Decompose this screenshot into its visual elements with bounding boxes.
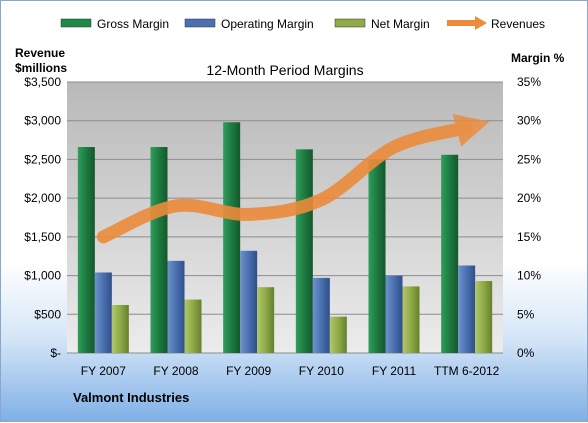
legend-label: Net Margin (371, 17, 430, 31)
bar-net-margin (329, 316, 347, 353)
bar-net-margin (402, 286, 420, 353)
right-tick-label: 25% (517, 152, 541, 166)
legend-label: Operating Margin (221, 17, 314, 31)
legend: Gross Margin Operating Margin Net Margin Re… (60, 16, 545, 31)
left-tick-label: $500 (34, 307, 61, 321)
bar-operating-margin (458, 265, 476, 353)
bar-gross-margin (77, 147, 95, 353)
left-tick-label: $- (50, 346, 61, 360)
bar-net-margin (475, 280, 493, 353)
left-axis-ticks: $- $500 $1,000 $1,500 $2,000 $2,500 $3,000 $3,5… (24, 75, 61, 360)
gridlines (67, 81, 503, 354)
right-tick-label: 20% (517, 191, 541, 205)
left-axis-title-line-2: $millions (15, 61, 67, 75)
left-axis-title-line-1: Revenue (15, 46, 65, 60)
right-tick-label: 15% (517, 230, 541, 244)
bar-operating-margin (240, 250, 258, 353)
right-tick-label: 0% (517, 346, 535, 360)
legend-label: Revenues (491, 17, 545, 31)
right-axis-title: Margin % (511, 51, 565, 65)
category-labels: FY 2007 FY 2008 FY 2009 FY 2010 FY 2011 TTM 6… (81, 364, 500, 378)
category-label: FY 2010 (299, 364, 344, 378)
left-tick-label: $1,000 (24, 269, 61, 283)
left-axis-title: Revenue $millions (15, 46, 68, 75)
left-tick-label: $3,500 (24, 75, 61, 89)
category-label: FY 2011 (372, 364, 417, 378)
category-label: FY 2008 (153, 364, 198, 378)
left-tick-label: $1,500 (24, 230, 61, 244)
left-tick-label: $2,500 (24, 152, 61, 166)
bar-net-margin (184, 299, 202, 353)
category-label: TTM 6-2012 (434, 364, 500, 378)
bars (77, 122, 493, 354)
revenue-line (96, 113, 490, 244)
bar-operating-margin (385, 275, 403, 353)
company-name: Valmont Industries (73, 390, 189, 405)
bar-gross-margin (295, 149, 313, 353)
bar-gross-margin (150, 147, 168, 353)
bar-gross-margin (223, 122, 241, 354)
revenue-line-layer (96, 113, 490, 244)
legend-swatch (60, 18, 92, 28)
right-tick-label: 10% (517, 269, 541, 283)
right-tick-label: 5% (517, 307, 535, 321)
bar-operating-margin (312, 277, 330, 353)
chart-title: 12-Month Period Margins (206, 62, 363, 78)
bar-gross-margin (368, 159, 386, 353)
category-label: FY 2007 (81, 364, 126, 378)
right-tick-label: 30% (517, 114, 541, 128)
legend-swatch (184, 18, 216, 28)
category-label: FY 2009 (226, 364, 271, 378)
bar-operating-margin (94, 272, 112, 353)
right-axis-ticks: 0% 5% 10% 15% 20% 25% 30% 35% (517, 75, 541, 360)
bar-operating-margin (167, 260, 185, 353)
bar-gross-margin (441, 154, 459, 353)
left-tick-label: $2,000 (24, 191, 61, 205)
bar-net-margin (257, 287, 275, 353)
right-tick-label: 35% (517, 75, 541, 89)
legend-arrow-icon (475, 16, 487, 30)
left-tick-label: $3,000 (24, 114, 61, 128)
legend-label: Gross Margin (97, 17, 169, 31)
legend-swatch (334, 18, 366, 28)
bar-net-margin (111, 304, 129, 353)
